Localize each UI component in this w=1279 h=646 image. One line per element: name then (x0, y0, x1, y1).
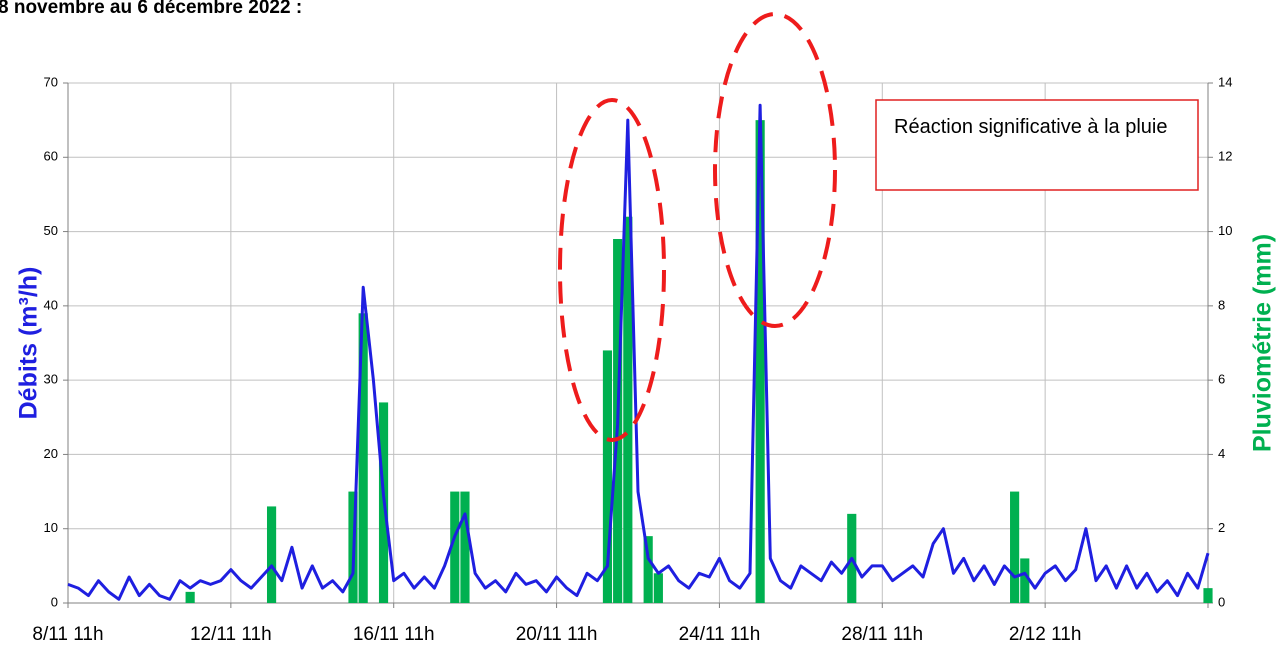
y2-tick-label: 14 (1218, 74, 1232, 89)
y2-tick-label: 6 (1218, 372, 1225, 387)
y-axis-title: Débits (m³/h) (15, 267, 43, 420)
x-tick-label: 12/11 11h (190, 624, 272, 645)
y2-tick-label: 12 (1218, 149, 1232, 164)
x-tick-label: 16/11 11h (353, 624, 435, 645)
y2-tick-label: 8 (1218, 297, 1225, 312)
chart-title: 8 novembre au 6 décembre 2022 : (0, 0, 302, 18)
annotation-box (875, 99, 1199, 191)
rain-bar (185, 591, 195, 603)
highlight-ellipse (713, 12, 837, 328)
annotation-holder: Réaction significative à la pluie (894, 116, 1168, 138)
rain-bar (1020, 558, 1030, 603)
y2-tick-label: 4 (1218, 446, 1225, 461)
y-tick-label: 10 (44, 520, 58, 535)
y-tick-label: 30 (44, 372, 58, 387)
rain-bar (755, 120, 765, 604)
x-tick-label: 8/11 11h (32, 624, 103, 645)
y-tick-label: 50 (44, 223, 58, 238)
x-tick-label: 2/12 11h (1009, 624, 1082, 645)
x-tick-label: 28/11 11h (841, 624, 923, 645)
y2-axis-title: Pluviométrie (mm) (1249, 234, 1277, 452)
y2-tick-label: 2 (1218, 520, 1225, 535)
rain-bar (358, 313, 368, 603)
y-tick-label: 60 (44, 149, 58, 164)
rain-bar (623, 216, 633, 603)
rain-bar (460, 491, 470, 603)
y-tick-label: 70 (44, 74, 58, 89)
highlight-ellipse (558, 98, 666, 442)
flow-line (67, 103, 1210, 601)
rain-bar (1010, 491, 1020, 603)
x-tick-label: 24/11 11h (679, 624, 761, 645)
y2-tick-label: 10 (1218, 223, 1232, 238)
y-tick-label: 40 (44, 297, 58, 312)
rain-bar (653, 573, 663, 603)
x-tick-label: 20/11 11h (516, 624, 598, 645)
y2-tick-label: 0 (1218, 594, 1225, 609)
rain-bar (643, 536, 653, 603)
rain-bar (266, 506, 277, 603)
rain-bar (602, 350, 613, 603)
y-tick-label: 0 (51, 594, 58, 609)
rain-bar (1203, 588, 1213, 603)
y-tick-label: 20 (44, 446, 58, 461)
annotation: Réaction significative à la pluie (894, 116, 1168, 138)
rain-bar (450, 491, 460, 603)
